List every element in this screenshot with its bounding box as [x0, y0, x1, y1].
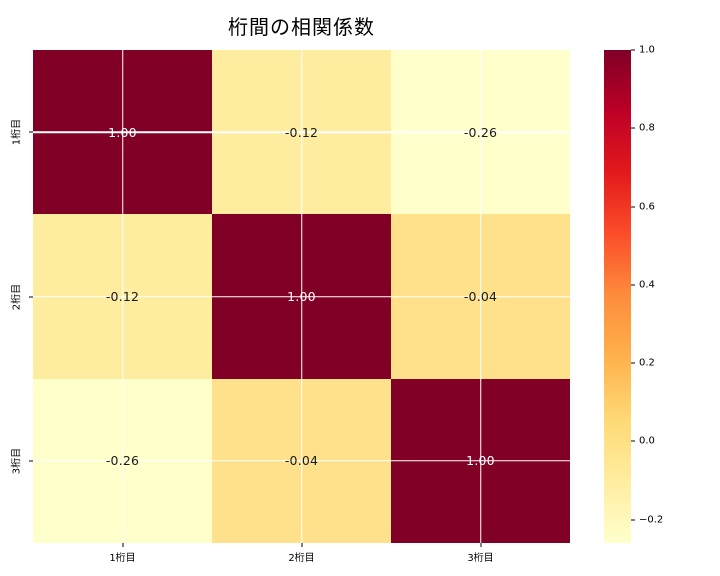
heatmap-cell: -0.26	[33, 378, 212, 543]
colorbar-tick-label: 1.0	[639, 44, 655, 56]
heatmap-cell: -0.12	[33, 214, 212, 379]
y-tick-label: 1桁目	[11, 118, 23, 146]
cell-value-label: -0.12	[105, 288, 140, 304]
chart-title: 桁間の相関係数	[228, 15, 375, 39]
cell-value-label: -0.04	[463, 288, 498, 304]
colorbar-tick-mark	[631, 362, 635, 364]
heatmap-grid: 1.00 -0.12 -0.26 -0.12 1.00 -0.04 -0.26 -0.04 1.…	[33, 50, 570, 543]
heatmap-cell: -0.04	[212, 378, 391, 543]
colorbar-gradient	[604, 50, 631, 543]
cell-value-label: -0.26	[463, 124, 498, 140]
colorbar-tick-mark	[631, 49, 635, 51]
x-tick-mark	[480, 543, 481, 547]
colorbar: 1.0 0.8 0.6 0.4 0.2 0.0 −0.2	[604, 45, 663, 543]
heatmap-cell: -0.26	[391, 50, 570, 215]
colorbar-tick-mark	[631, 127, 635, 129]
heatmap-cell: 1.00	[212, 214, 391, 379]
cell-value-label: -0.12	[284, 124, 319, 140]
heatmap-cell: -0.04	[391, 214, 570, 379]
heatmap-axes: 1.00 -0.12 -0.26 -0.12 1.00 -0.04 -0.26 -0.04 1.…	[33, 50, 570, 543]
colorbar-tick-mark	[631, 206, 635, 207]
colorbar-tick-label: 0.0	[639, 435, 655, 447]
y-axis: 1桁目 2桁目 3桁目	[0, 50, 33, 543]
y-tick-mark	[29, 131, 33, 133]
x-tick-mark	[122, 543, 123, 547]
cell-value-label: 1.00	[466, 453, 495, 469]
colorbar-tick-label: 0.6	[639, 201, 655, 212]
x-tick-mark	[301, 543, 302, 547]
cell-value-label: -0.04	[284, 453, 319, 469]
x-tick-label: 2桁目	[288, 553, 315, 564]
x-tick-label: 1桁目	[109, 553, 136, 564]
y-tick-label: 3桁目	[11, 447, 23, 475]
heatmap-cell: 1.00	[33, 50, 212, 215]
x-tick-label: 3桁目	[467, 553, 494, 564]
cell-value-label: 1.00	[287, 288, 316, 304]
cell-value-label: 1.00	[108, 124, 137, 140]
colorbar-tick-mark	[631, 519, 635, 521]
colorbar-tick-label: 0.2	[639, 357, 655, 369]
colorbar-tick-label: 0.4	[639, 279, 655, 291]
colorbar-tick-label: 0.8	[639, 122, 655, 134]
x-axis: 1桁目 2桁目 3桁目	[33, 543, 570, 571]
heatmap-cell: 1.00	[391, 378, 570, 543]
cell-value-label: -0.26	[105, 453, 140, 469]
y-tick-mark	[29, 460, 33, 462]
colorbar-tick-mark	[631, 440, 635, 442]
y-tick-mark	[29, 296, 33, 297]
heatmap-cell: -0.12	[212, 50, 391, 215]
y-tick-label: 2桁目	[11, 283, 23, 310]
colorbar-tick-mark	[631, 284, 635, 286]
colorbar-tick-label: −0.2	[639, 514, 664, 526]
